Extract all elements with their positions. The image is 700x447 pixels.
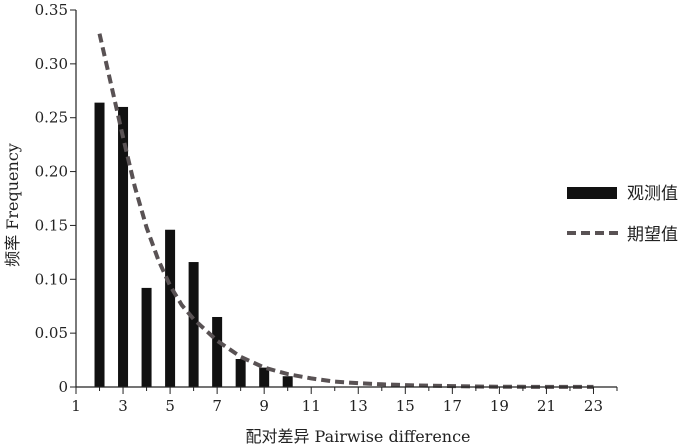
y-axis: 0 0.05 0.10 0.15 0.20 0.25 0.30 0.35 bbox=[35, 1, 77, 396]
legend-label-expected: 期望值 bbox=[627, 225, 678, 245]
bar-observed bbox=[141, 287, 152, 387]
bar-observed bbox=[235, 358, 246, 387]
y-tick-label: 0 bbox=[58, 378, 68, 396]
x-axis-label: 配对差异 Pairwise difference bbox=[245, 427, 470, 446]
x-tick-label: 5 bbox=[165, 397, 175, 415]
legend-label-observed: 观测值 bbox=[627, 184, 678, 204]
x-tick-label: 19 bbox=[490, 397, 509, 415]
bar-observed bbox=[118, 106, 129, 387]
x-tick-label: 17 bbox=[443, 397, 462, 415]
legend-swatch-observed bbox=[567, 187, 617, 199]
x-tick-label: 3 bbox=[118, 397, 128, 415]
y-axis-label: 频率 Frequency bbox=[3, 143, 22, 267]
bar-observed bbox=[212, 316, 223, 387]
y-tick-label: 0.30 bbox=[35, 55, 68, 73]
x-tick-label: 11 bbox=[302, 397, 321, 415]
y-tick-label: 0.20 bbox=[35, 163, 68, 181]
y-tick-label: 0.35 bbox=[35, 1, 68, 19]
bar-observed bbox=[282, 376, 293, 387]
bar-observed bbox=[94, 102, 105, 388]
x-tick-label: 1 bbox=[71, 397, 81, 415]
y-tick-label: 0.25 bbox=[35, 109, 68, 127]
x-tick-label: 23 bbox=[584, 397, 603, 415]
plot-area bbox=[94, 33, 594, 389]
y-tick-label: 0.05 bbox=[35, 324, 68, 342]
x-tick-label: 15 bbox=[396, 397, 415, 415]
x-tick-label: 13 bbox=[349, 397, 368, 415]
y-tick-label: 0.10 bbox=[35, 270, 68, 288]
legend: 观测值 期望值 bbox=[567, 184, 678, 245]
y-tick-label: 0.15 bbox=[35, 216, 68, 234]
x-tick-label: 9 bbox=[259, 397, 269, 415]
x-tick-label: 21 bbox=[537, 397, 556, 415]
bar-observed bbox=[259, 367, 270, 387]
x-axis: 1 3 5 7 9 11 13 15 17 19 21 23 bbox=[71, 386, 618, 415]
bar-observed bbox=[165, 229, 176, 387]
x-tick-label: 7 bbox=[212, 397, 222, 415]
bar-observed bbox=[188, 262, 199, 387]
